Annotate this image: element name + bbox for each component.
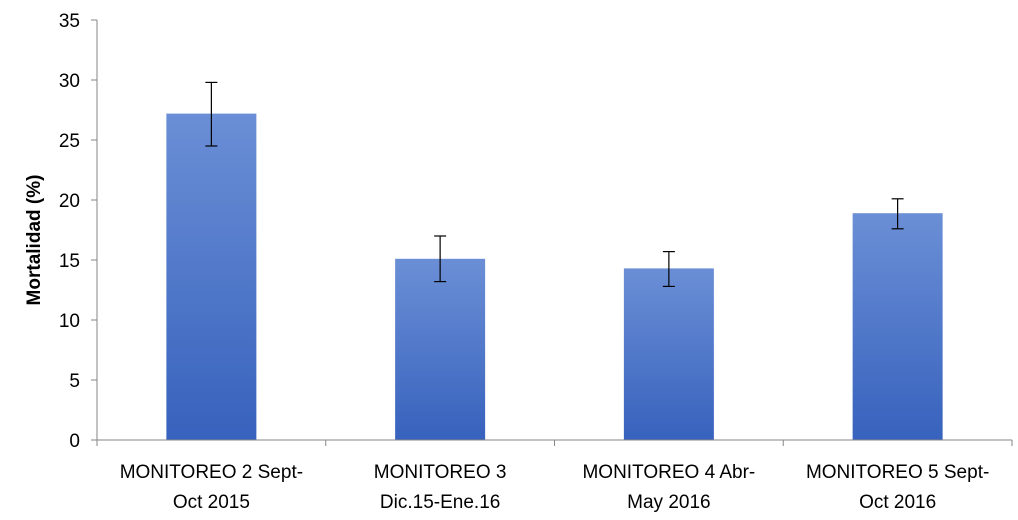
x-tick-label-line: MONITOREO 5 Sept- xyxy=(806,462,989,483)
x-tick-label-line: Dic.15-Ene.16 xyxy=(380,492,500,513)
y-tick-label: 15 xyxy=(59,251,80,272)
x-tick-label-2: MONITOREO 3 Dic.15-Ene.16 xyxy=(374,462,507,513)
y-axis-title-group: Mortalidad (%) xyxy=(24,175,45,306)
y-tick-label: 30 xyxy=(59,71,80,92)
x-tick-label-3: MONITOREO 4 Abr- May 2016 xyxy=(582,462,755,513)
y-tick-label: 25 xyxy=(59,131,80,152)
y-tick-label: 10 xyxy=(59,311,80,332)
x-tick-label-line: MONITOREO 2 Sept- xyxy=(120,462,303,483)
y-tick-label: 0 xyxy=(69,431,80,452)
x-tick-label-4: MONITOREO 5 Sept- Oct 2016 xyxy=(806,462,989,513)
error-bar-3 xyxy=(662,251,675,287)
y-axis-title: Mortalidad (%) xyxy=(24,175,45,306)
x-tick-label-line: Oct 2016 xyxy=(859,492,936,513)
y-tick-label: 35 xyxy=(59,11,80,32)
x-tick-label-1: MONITOREO 2 Sept- Oct 2015 xyxy=(120,462,303,513)
bar-2 xyxy=(395,258,486,440)
axes-group xyxy=(96,20,1013,446)
bar-1 xyxy=(166,113,257,440)
x-tick-label-line: Oct 2015 xyxy=(173,492,250,513)
y-axis-ticks: 0 5 10 15 20 25 30 35 xyxy=(59,11,97,452)
bars-group xyxy=(166,113,943,440)
y-tick-label: 20 xyxy=(59,191,80,212)
y-tick-label: 5 xyxy=(69,371,80,392)
x-axis-labels: MONITOREO 2 Sept- Oct 2015 MONITOREO 3 Dic.… xyxy=(120,462,990,513)
bar-3 xyxy=(623,268,714,440)
error-bar-4 xyxy=(891,198,904,230)
error-bars-group xyxy=(205,81,904,287)
x-tick-label-line: May 2016 xyxy=(627,492,710,513)
x-tick-label-line: MONITOREO 4 Abr- xyxy=(582,462,755,483)
x-tick-label-line: MONITOREO 3 xyxy=(374,462,507,483)
bar-4 xyxy=(852,213,943,440)
error-bar-1 xyxy=(205,81,218,147)
error-bar-2 xyxy=(434,235,447,283)
